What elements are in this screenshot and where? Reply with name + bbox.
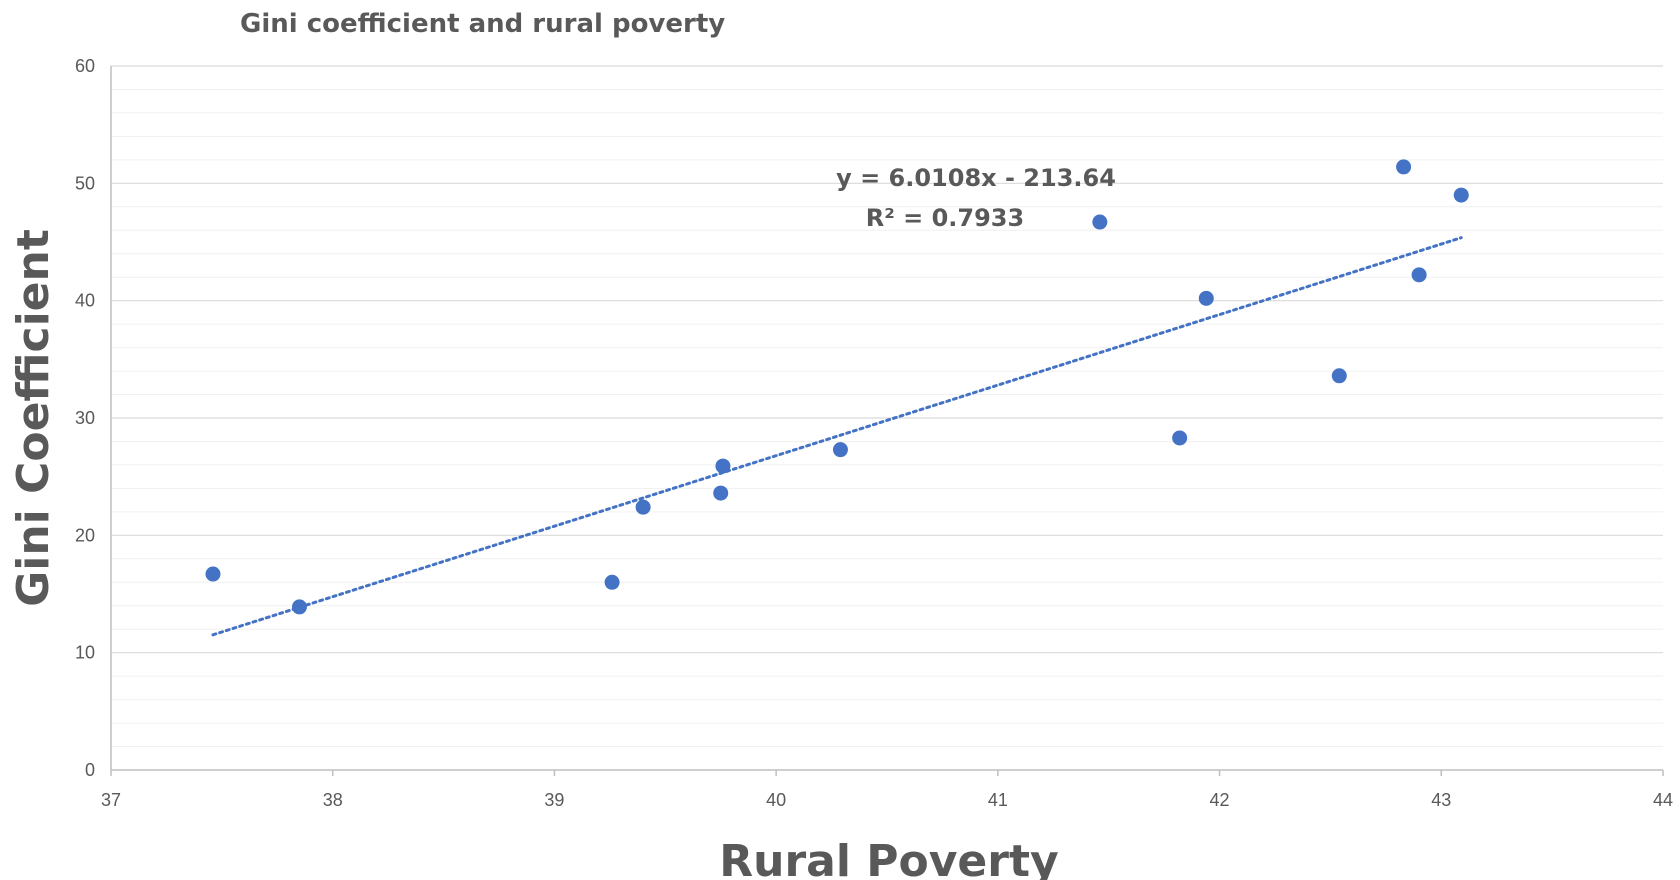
data-point [1092, 214, 1108, 230]
data-point [205, 566, 221, 582]
y-tick-label: 20 [75, 525, 95, 545]
x-axis-title: Rural Poverty [719, 836, 1058, 880]
data-points [205, 159, 1469, 615]
data-point [832, 442, 848, 458]
data-point [1331, 368, 1347, 384]
trendline-equation: y = 6.0108x - 213.64 [836, 164, 1116, 192]
axes [110, 66, 1664, 776]
chart-title: Gini coefficient and rural poverty [240, 9, 725, 39]
y-tick-label: 40 [75, 291, 95, 311]
tick-labels: 0 10 20 30 40 50 60 37 38 39 40 41 42 43 44 [75, 56, 1673, 810]
data-point [715, 458, 731, 474]
y-tick-label: 0 [85, 760, 95, 780]
data-point [1172, 430, 1188, 446]
x-tick-label: 42 [1210, 790, 1230, 810]
data-point [713, 485, 729, 501]
data-point [1453, 187, 1469, 203]
x-tick-label: 44 [1653, 790, 1673, 810]
x-tick-label: 40 [766, 790, 786, 810]
major-gridlines [111, 65, 1663, 654]
x-tick-label: 41 [988, 790, 1008, 810]
x-tick-label: 38 [323, 790, 343, 810]
trendline [211, 236, 1463, 637]
data-point [291, 599, 307, 615]
y-tick-label: 30 [75, 408, 95, 428]
x-tick-label: 39 [544, 790, 564, 810]
x-tick-label: 37 [101, 790, 121, 810]
data-point [635, 499, 651, 515]
y-axis-title: Gini Coefficient [8, 229, 59, 607]
data-point [604, 574, 620, 590]
y-tick-label: 10 [75, 643, 95, 663]
data-point [1198, 290, 1214, 306]
y-tick-label: 60 [75, 56, 95, 76]
minor-gridlines [111, 88, 1663, 748]
trendline-group [211, 236, 1463, 637]
x-tick-label: 43 [1431, 790, 1451, 810]
y-tick-label: 50 [75, 173, 95, 193]
trendline-r-squared: R² = 0.7933 [866, 204, 1024, 232]
data-point [1396, 159, 1412, 175]
data-point [1411, 267, 1427, 283]
